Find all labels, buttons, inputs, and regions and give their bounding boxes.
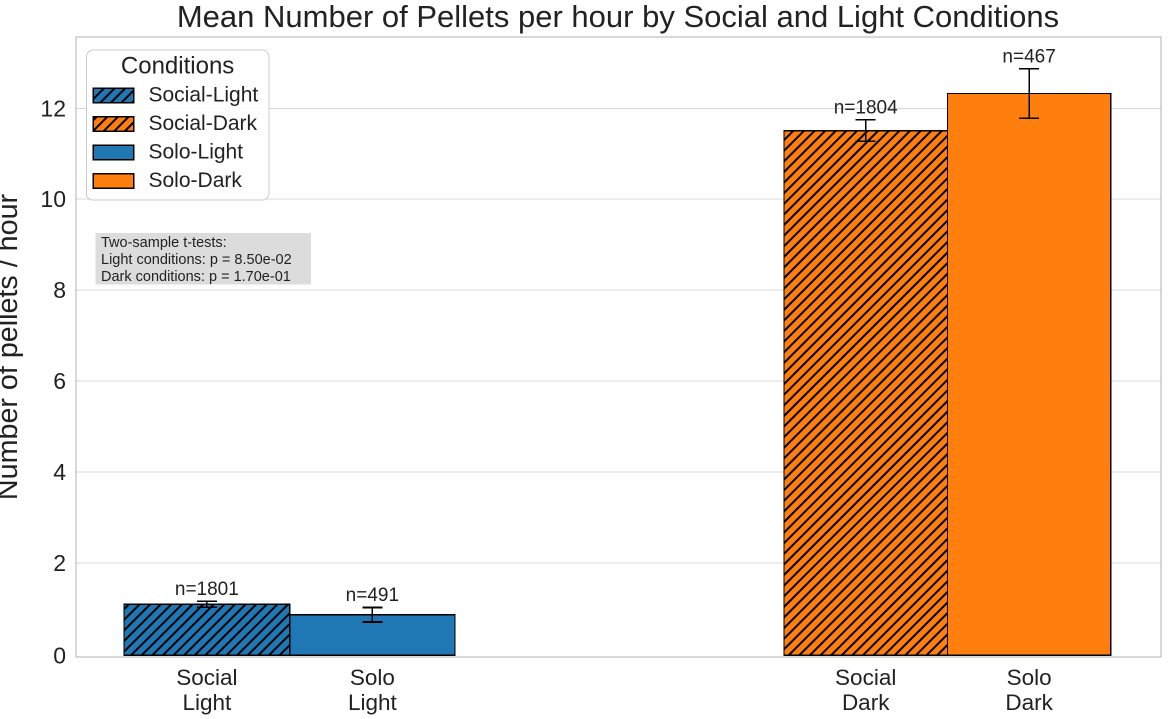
svg-text:n=1801: n=1801 [175, 579, 239, 600]
svg-text:10: 10 [40, 186, 66, 212]
svg-text:6: 6 [53, 368, 66, 394]
svg-text:Social-Dark: Social-Dark [149, 112, 258, 135]
svg-text:12: 12 [40, 96, 66, 122]
svg-text:Light conditions: p = 8.50e-02: Light conditions: p = 8.50e-02 [101, 252, 292, 268]
svg-text:4: 4 [53, 459, 66, 485]
svg-text:Conditions: Conditions [121, 53, 234, 80]
svg-text:n=467: n=467 [1002, 47, 1055, 68]
svg-text:Dark: Dark [842, 690, 890, 715]
svg-text:2: 2 [53, 550, 66, 576]
svg-text:Social: Social [176, 665, 237, 690]
svg-text:Two-sample t-tests:: Two-sample t-tests: [101, 235, 227, 251]
svg-text:Solo: Solo [1007, 665, 1052, 690]
svg-text:Solo-Dark: Solo-Dark [149, 169, 243, 192]
svg-text:Mean Number of Pellets per hou: Mean Number of Pellets per hour by Socia… [177, 0, 1059, 34]
svg-text:n=1804: n=1804 [834, 98, 898, 119]
svg-text:Solo-Light: Solo-Light [149, 141, 244, 164]
svg-text:n=491: n=491 [346, 585, 399, 606]
svg-text:8: 8 [53, 277, 66, 303]
svg-text:Solo: Solo [350, 665, 395, 690]
svg-text:Social: Social [835, 665, 896, 690]
svg-text:Light: Light [182, 690, 232, 715]
svg-text:Number of pellets / hour: Number of pellets / hour [0, 193, 24, 500]
svg-text:Social-Light: Social-Light [149, 84, 259, 107]
svg-text:Dark conditions: p = 1.70e-01: Dark conditions: p = 1.70e-01 [101, 269, 291, 285]
svg-text:0: 0 [53, 643, 66, 669]
svg-text:Light: Light [348, 690, 398, 715]
svg-text:Dark: Dark [1005, 690, 1053, 715]
